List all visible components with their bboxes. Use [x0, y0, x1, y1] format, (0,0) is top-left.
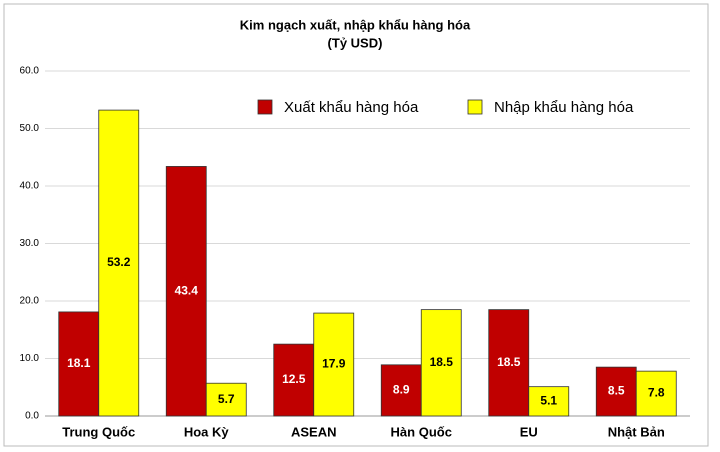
x-tick-label: ASEAN	[291, 424, 337, 439]
y-tick-label: 40.0	[20, 181, 40, 192]
data-label: 7.8	[648, 386, 665, 400]
bar	[488, 309, 530, 417]
data-label: 17.9	[322, 357, 346, 371]
chart-subtitle: (Tỷ USD)	[328, 35, 383, 50]
bar	[635, 370, 677, 417]
data-label: 53.2	[107, 255, 131, 269]
bar	[165, 166, 207, 417]
data-label: 5.1	[540, 394, 557, 408]
bar	[205, 382, 247, 417]
data-label: 8.9	[393, 383, 410, 397]
x-tick-label: Trung Quốc	[62, 424, 135, 439]
data-label: 5.7	[218, 392, 235, 406]
data-label: 18.5	[430, 355, 454, 369]
y-tick-label: 60.0	[20, 66, 40, 77]
bar	[595, 366, 637, 417]
x-tick-label: Hàn Quốc	[391, 424, 452, 439]
data-label: 18.5	[497, 355, 521, 369]
y-tick-label: 50.0	[20, 123, 40, 134]
data-label: 43.4	[175, 283, 199, 297]
bar	[273, 343, 315, 417]
data-label: 8.5	[608, 384, 625, 398]
x-tick-label: Hoa Kỳ	[184, 424, 230, 439]
bar	[313, 312, 355, 417]
legend-label: Xuất khẩu hàng hóa	[284, 99, 419, 116]
bar	[58, 311, 100, 417]
y-tick-label: 20.0	[20, 296, 40, 307]
x-tick-label: Nhật Bản	[608, 424, 665, 439]
legend-swatch	[467, 99, 483, 115]
bar	[528, 386, 570, 417]
data-label: 18.1	[67, 356, 91, 370]
bar	[98, 109, 140, 417]
bar	[380, 364, 422, 417]
x-tick-label: EU	[520, 424, 538, 439]
y-tick-label: 10.0	[20, 353, 40, 364]
legend-swatch	[257, 99, 273, 115]
y-tick-label: 30.0	[20, 238, 40, 249]
legend-label: Nhập khẩu hàng hóa	[494, 99, 634, 116]
data-label: 12.5	[282, 372, 306, 386]
chart-title: Kim ngạch xuất, nhập khẩu hàng hóa	[240, 17, 471, 32]
y-tick-label: 0.0	[25, 411, 39, 422]
bar	[420, 309, 462, 417]
